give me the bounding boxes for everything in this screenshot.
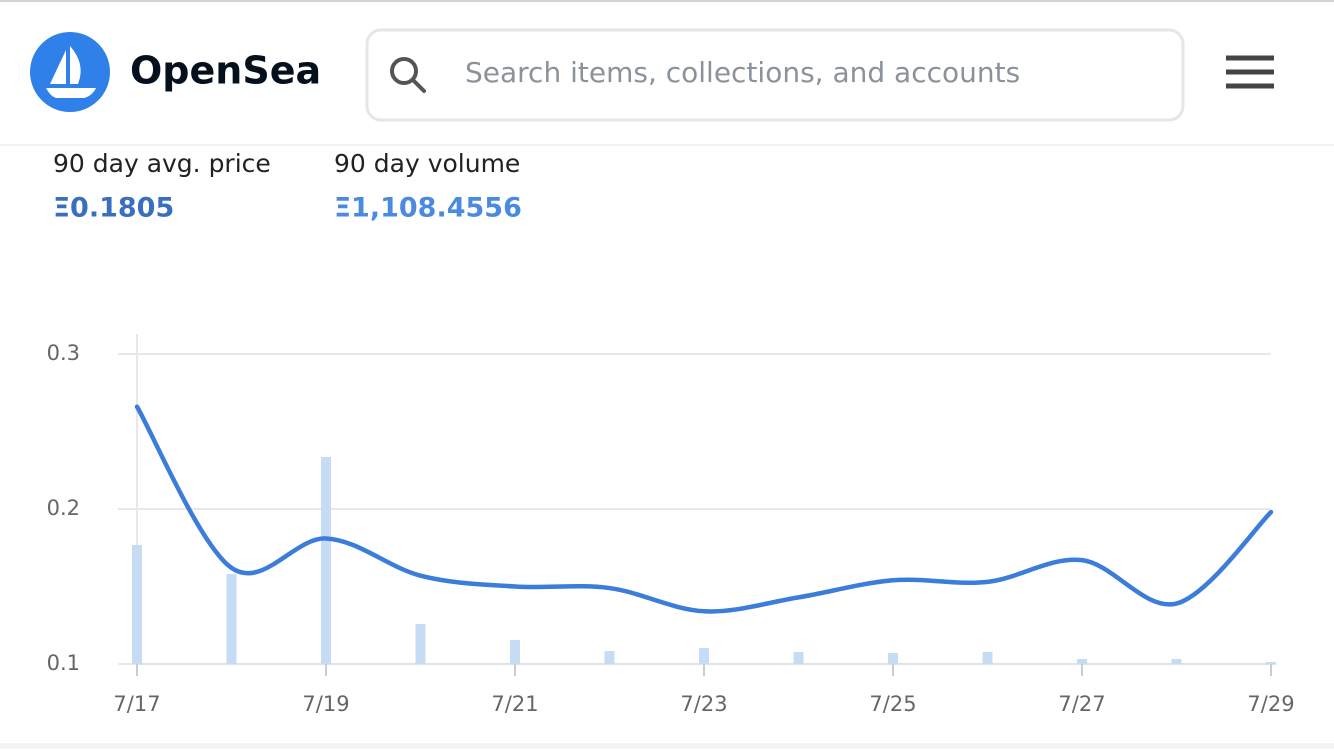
stat-value: Ξ0.1805 bbox=[53, 193, 174, 224]
volume-bar bbox=[226, 574, 237, 664]
logo-ship bbox=[46, 46, 96, 98]
brand[interactable]: OpenSea bbox=[130, 49, 321, 93]
volume-bar bbox=[793, 652, 804, 664]
volume-bar bbox=[1077, 659, 1087, 664]
volume-bar bbox=[1266, 662, 1276, 664]
y-tick-label: 0.3 bbox=[47, 341, 80, 365]
search-icon bbox=[390, 57, 418, 85]
y-tick-label: 0.2 bbox=[47, 496, 80, 520]
volume-bar bbox=[1171, 659, 1182, 664]
volume-bar bbox=[415, 624, 426, 664]
y-tick-label: 0.1 bbox=[47, 651, 80, 675]
x-tick-label: 7/21 bbox=[491, 692, 538, 716]
x-tick-label: 7/25 bbox=[869, 692, 916, 716]
price-line bbox=[134, 404, 1274, 614]
search-icon bbox=[411, 78, 426, 93]
volume-bar bbox=[510, 640, 520, 664]
x-tick-label: 7/27 bbox=[1058, 692, 1105, 716]
stat-label: 90 day avg. price bbox=[53, 149, 271, 178]
search-box[interactable] bbox=[365, 28, 1185, 122]
stat-label: 90 day volume bbox=[334, 149, 520, 178]
menu-icon[interactable] bbox=[1226, 55, 1274, 89]
volume-bar bbox=[604, 651, 615, 664]
volume-bar bbox=[321, 457, 331, 664]
x-tick-label: 7/29 bbox=[1247, 692, 1294, 716]
volume-bar bbox=[888, 653, 898, 664]
x-tick-label: 7/19 bbox=[302, 692, 349, 716]
volume-bar bbox=[982, 652, 993, 664]
x-tick-label: 7/17 bbox=[113, 692, 160, 716]
x-tick-label: 7/23 bbox=[680, 692, 727, 716]
search-placeholder[interactable]: Search items, collections, and accounts bbox=[465, 56, 1020, 89]
stat-value: Ξ1,108.4556 bbox=[334, 193, 522, 224]
volume-bar bbox=[699, 648, 709, 664]
volume-bar bbox=[132, 545, 142, 664]
